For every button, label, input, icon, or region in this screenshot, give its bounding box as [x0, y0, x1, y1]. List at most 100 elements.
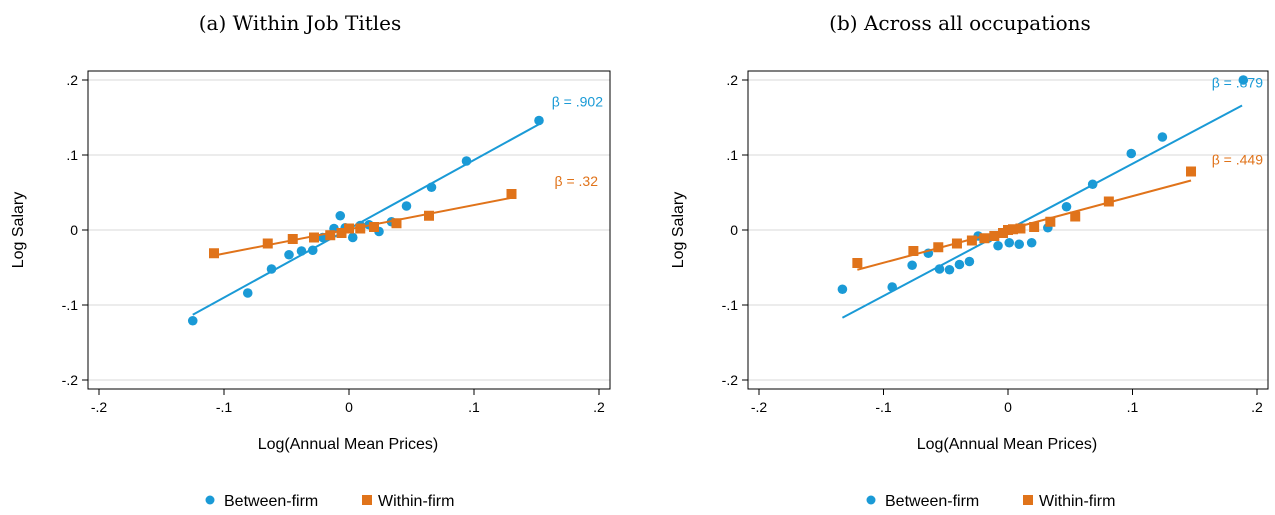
within-firm-point [336, 228, 347, 238]
between-firm-beta-label: β = .902 [552, 93, 603, 109]
between-firm-point [964, 256, 975, 267]
between-firm-fit-line [841, 104, 1243, 319]
within-firm-point [1045, 216, 1056, 227]
x-tick-label: .1 [468, 399, 480, 415]
x-tick-label: .2 [593, 399, 605, 415]
y-tick-label: .1 [726, 147, 738, 163]
x-tick-label: 0 [345, 399, 353, 415]
panel-b-plot: -.2 -.1 0 .1 .2 -.2 -.1 0 .1 .2 β = .879 β = .449 [722, 70, 1269, 415]
within-firm-point [852, 258, 863, 268]
panel-a-title: (a) Within Job Titles [199, 11, 402, 35]
within-firm-point [1070, 211, 1081, 222]
within-firm-point [309, 232, 319, 243]
between-firm-point [401, 201, 412, 211]
between-firm-point [187, 315, 198, 326]
between-firm-point [242, 288, 253, 298]
panel-a-legend: Between-firm Within-firm [205, 493, 454, 510]
within-firm-point [355, 223, 366, 234]
x-tick-label: 0 [1004, 399, 1012, 415]
legend-within-firm-label: Within-firm [1039, 493, 1115, 510]
y-tick-label: -.1 [722, 297, 739, 313]
x-tick-label: -.2 [751, 399, 768, 415]
panel-a-plot: -.2 -.1 0 .1 .2 -.2 -.1 0 .1 .2 β = .902 β = .32 [62, 70, 611, 415]
y-tick-label: .2 [66, 72, 78, 88]
between-firm-point [887, 282, 898, 292]
legend-between-firm-marker [866, 495, 876, 505]
panel-b-xlabel: Log(Annual Mean Prices) [917, 436, 1098, 453]
panel-a-ylabel: Log Salary [10, 192, 27, 269]
within-firm-point [1029, 222, 1040, 232]
within-firm-point [1015, 223, 1026, 234]
panel-b: (b) Across all occupations -.2-.10.1.2-.… [670, 11, 1269, 510]
between-firm-point [934, 264, 945, 274]
x-tick-label: -.1 [875, 399, 892, 415]
between-firm-point [284, 249, 294, 260]
y-tick-label: .1 [66, 147, 78, 163]
between-firm-point [296, 246, 307, 256]
x-tick-label: -.2 [91, 399, 108, 415]
within-firm-point [1103, 196, 1114, 207]
within-firm-point [1007, 224, 1018, 235]
y-tick-label: .2 [726, 72, 738, 88]
panel-b-ylabel: Log Salary [670, 192, 687, 269]
within-firm-point [344, 223, 354, 234]
legend-between-firm-label: Between-firm [224, 493, 318, 510]
between-firm-point [1087, 179, 1098, 190]
within-firm-point [908, 246, 919, 256]
legend-within-firm-marker [1023, 495, 1033, 505]
between-firm-point [347, 232, 358, 243]
within-firm-point [424, 210, 434, 221]
y-tick-label: -.2 [62, 372, 79, 388]
between-firm-point [1126, 148, 1137, 159]
within-firm-beta-label: β = .32 [555, 173, 599, 189]
within-firm-point [933, 242, 944, 253]
y-tick-label: -.2 [722, 372, 739, 388]
within-firm-point [262, 238, 273, 249]
within-firm-point [989, 231, 1000, 241]
between-firm-point [1026, 237, 1037, 248]
y-tick-label: 0 [70, 222, 78, 238]
within-firm-point [209, 248, 219, 259]
between-firm-fit-line [192, 123, 540, 316]
within-firm-point [951, 238, 962, 249]
between-firm-point [837, 284, 848, 295]
within-firm-point [369, 222, 379, 232]
panel-b-title: (b) Across all occupations [829, 11, 1091, 35]
between-firm-beta-label: β = .879 [1212, 75, 1263, 91]
panel-b-legend: Between-firm Within-firm [866, 493, 1115, 510]
within-firm-point [287, 234, 298, 244]
legend-within-firm-marker [362, 495, 372, 505]
x-tick-label: .1 [1127, 399, 1139, 415]
between-firm-point [1061, 201, 1072, 212]
between-firm-point [944, 264, 955, 275]
x-tick-label: .2 [1251, 399, 1263, 415]
within-firm-point [966, 235, 977, 246]
between-firm-point [1238, 75, 1249, 85]
panel-a: (a) Within Job Titles -.2 -.1 0 .1 .2 -.2 -.1 0… [10, 11, 611, 510]
y-tick-label: 0 [730, 222, 738, 238]
within-firm-point [506, 189, 517, 199]
between-firm-point [426, 182, 437, 193]
within-firm-beta-label: β = .449 [1212, 152, 1263, 168]
panel-a-xlabel: Log(Annual Mean Prices) [258, 436, 439, 453]
within-firm-point [391, 218, 402, 229]
between-firm-point [335, 210, 346, 221]
y-tick-label: -.1 [62, 297, 79, 313]
between-firm-point [907, 260, 917, 271]
between-firm-point [266, 264, 277, 274]
between-firm-point [1157, 132, 1168, 142]
between-firm-point [954, 259, 965, 270]
between-firm-point [461, 156, 472, 166]
between-firm-point [993, 240, 1003, 251]
x-tick-label: -.1 [216, 399, 233, 415]
between-firm-point [307, 245, 318, 256]
within-firm-point [1186, 166, 1197, 177]
legend-between-firm-marker [205, 495, 215, 505]
between-firm-point [534, 115, 544, 126]
legend-between-firm-label: Between-firm [885, 493, 979, 510]
between-firm-point [1004, 237, 1015, 248]
within-firm-point [979, 233, 990, 244]
between-firm-point [1014, 239, 1025, 250]
within-firm-point [325, 230, 336, 241]
